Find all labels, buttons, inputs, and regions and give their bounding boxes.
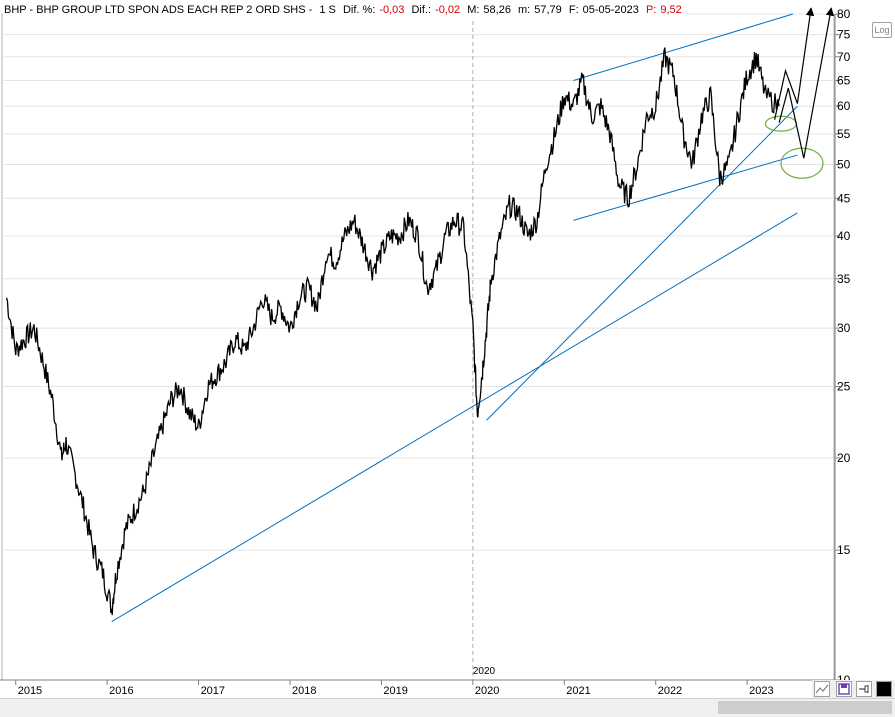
horizontal-scrollbar[interactable] <box>0 698 895 717</box>
x-tick-label: 2018 <box>292 685 316 697</box>
trendline <box>573 154 798 221</box>
trendline-layer[interactable] <box>111 13 798 623</box>
y-tick-label: 15 <box>837 543 851 557</box>
dif-value: -0,02 <box>435 4 461 16</box>
x-tick-label: 2020 <box>475 685 499 697</box>
y-tick-label: 65 <box>837 74 851 88</box>
y-tick-label: 80 <box>837 7 851 21</box>
p-value: 9,52 <box>660 4 682 16</box>
min-value: 57,79 <box>534 4 562 16</box>
projection-arrow <box>778 7 835 159</box>
chart-toolbar <box>812 680 895 698</box>
axis-layer: 1015202530354045505560657075802015201620… <box>0 7 851 697</box>
trendline <box>573 13 794 81</box>
trendline <box>486 105 798 421</box>
y-tick-label: 40 <box>837 229 851 243</box>
save-icon[interactable] <box>836 681 852 697</box>
projection-arrow <box>774 7 815 120</box>
y-tick-label: 75 <box>837 28 851 42</box>
plot-border <box>1 13 835 681</box>
x-tick-label: 2021 <box>566 685 590 697</box>
min-label: m: <box>518 4 531 16</box>
scrollbar-thumb[interactable] <box>718 701 892 714</box>
trendline <box>111 212 798 623</box>
dif-pct-label: Dif. %: <box>342 4 376 16</box>
y-tick-label: 45 <box>837 191 851 205</box>
max-value: 58,26 <box>483 4 511 16</box>
x-tick-label: 2016 <box>109 685 133 697</box>
target-ellipse <box>764 115 798 132</box>
date-value: 05-05-2023 <box>582 4 639 16</box>
x-tick-label: 2022 <box>658 685 682 697</box>
grid-layer <box>1 13 835 681</box>
symbol-name: BHP - BHP GROUP LTD SPON ADS EACH REP 2 … <box>4 4 313 16</box>
y-tick-label: 60 <box>837 99 851 113</box>
p-label: P: <box>645 4 657 16</box>
period-marker-label: 2020 <box>473 666 496 677</box>
y-tick-label: 55 <box>837 127 851 141</box>
pin-icon[interactable] <box>856 681 872 697</box>
annotation-layer[interactable] <box>764 7 835 179</box>
y-tick-label: 35 <box>837 272 851 286</box>
price-series <box>5 47 780 616</box>
y-tick-label: 70 <box>837 50 851 64</box>
x-tick-label: 2015 <box>18 685 42 697</box>
x-tick-label: 2023 <box>749 685 773 697</box>
chart-header: BHP - BHP GROUP LTD SPON ADS EACH REP 2 … <box>4 2 686 18</box>
y-tick-label: 30 <box>837 321 851 335</box>
period: 1 S <box>319 4 336 16</box>
x-tick-label: 2017 <box>201 685 225 697</box>
dif-label: Dif.: <box>411 4 432 16</box>
log-scale-toggle[interactable]: Log <box>872 22 892 38</box>
y-tick-label: 25 <box>837 380 851 394</box>
y-tick-label: 50 <box>837 158 851 172</box>
color-swatch-icon[interactable] <box>876 681 892 697</box>
price-layer <box>5 47 780 616</box>
line-chart-icon[interactable] <box>814 681 830 697</box>
y-tick-label: 20 <box>837 451 851 465</box>
dif-pct-value: -0,03 <box>379 4 405 16</box>
max-label: M: <box>467 4 480 16</box>
marker-layer: 2020 <box>472 14 496 680</box>
x-tick-label: 2019 <box>383 685 407 697</box>
date-label: F: <box>568 4 579 16</box>
